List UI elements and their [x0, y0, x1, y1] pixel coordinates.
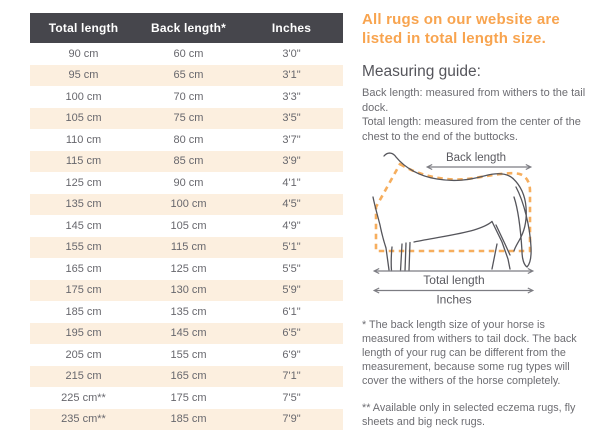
header-inches: Inches: [240, 13, 343, 43]
table-cell: 205 cm: [65, 348, 102, 361]
table-cell: 3'0": [282, 47, 301, 60]
table-cell: 3'9": [282, 155, 301, 168]
table-row: 115 cm 85 cm 3'9": [30, 150, 343, 172]
size-table: Total length Back length* Inches 90 cm 60…: [30, 13, 343, 430]
table-cell: 4'9": [282, 219, 301, 232]
table-cell: 165 cm: [65, 262, 102, 275]
table-cell: 100 cm: [170, 198, 207, 211]
table-row: 195 cm 145 cm 6'5": [30, 322, 343, 344]
measure-arrows: [372, 163, 535, 294]
table-row: 225 cm** 175 cm 7'5": [30, 387, 343, 409]
table-cell: 95 cm: [68, 69, 99, 82]
table-cell: 135 cm: [170, 305, 207, 318]
table-cell: 130 cm: [170, 284, 207, 297]
table-cell: 185 cm: [65, 305, 102, 318]
table-cell: 155 cm: [170, 348, 207, 361]
table-cell: 6'1": [282, 305, 301, 318]
horse-outline: [372, 152, 532, 272]
table-cell: 7'5": [282, 391, 301, 404]
table-row: 185 cm 135 cm 6'1": [30, 301, 343, 323]
horse-measuring-diagram: Back length Total length Inches: [362, 147, 594, 312]
table-cell: 5'5": [282, 262, 301, 275]
table-cell: 115 cm: [170, 241, 207, 254]
table-cell: 6'5": [282, 327, 301, 340]
table-row: 90 cm 60 cm 3'0": [30, 43, 343, 65]
table-row: 145 cm 105 cm 4'9": [30, 215, 343, 237]
table-cell: 145 cm: [170, 327, 207, 340]
measuring-guide-column: All rugs on our website are listed in to…: [362, 10, 594, 429]
table-row: 100 cm 70 cm 3'3": [30, 86, 343, 108]
table-cell: 5'1": [282, 241, 301, 254]
table-cell: 85 cm: [173, 155, 204, 168]
table-cell: 3'5": [282, 112, 301, 125]
table-row: 125 cm 90 cm 4'1": [30, 172, 343, 194]
table-cell: 115 cm: [65, 155, 102, 168]
table-cell: 3'3": [282, 90, 301, 103]
footnote-availability: ** Available only in selected eczema rug…: [362, 402, 576, 428]
table-cell: 4'5": [282, 198, 301, 211]
guide-line-total-length: Total length: measured from the center o…: [362, 116, 581, 143]
table-cell: 3'1": [282, 69, 301, 82]
table-cell: 195 cm: [65, 327, 102, 340]
table-cell: 90 cm: [68, 47, 99, 60]
table-cell: 7'1": [282, 370, 301, 383]
rug-outline-dashed: [374, 162, 532, 253]
table-row: 105 cm 75 cm 3'5": [30, 107, 343, 129]
table-cell: 175 cm: [170, 391, 207, 404]
table-cell: 6'9": [282, 348, 301, 361]
size-table-body: 90 cm 60 cm 3'0" 95 cm 65 cm 3'1" 100 cm 70 cm 3…: [30, 43, 343, 430]
table-cell: 185 cm: [170, 413, 207, 426]
total-length-label: Total length: [423, 273, 484, 287]
header-back-length: Back length*: [137, 13, 240, 43]
table-cell: 60 cm: [173, 47, 204, 60]
table-cell: 3'7": [282, 133, 301, 146]
table-cell: 90 cm: [173, 176, 204, 189]
table-cell: 7'9": [282, 413, 301, 426]
table-cell: 105 cm: [65, 112, 102, 125]
table-row: 95 cm 65 cm 3'1": [30, 64, 343, 86]
table-cell: 70 cm: [173, 90, 204, 103]
table-cell: 235 cm**: [61, 413, 106, 426]
table-row: 165 cm 125 cm 5'5": [30, 258, 343, 280]
inches-label: Inches: [436, 293, 471, 307]
header-total-length: Total length: [30, 13, 137, 43]
horse-diagram-svg: Back length Total length Inches: [372, 152, 535, 307]
table-row: 155 cm 115 cm 5'1": [30, 236, 343, 258]
table-cell: 215 cm: [65, 370, 102, 383]
guide-line-back-length: Back length: measured from withers to th…: [362, 87, 586, 114]
back-length-label: Back length: [446, 152, 506, 164]
guide-title: Measuring guide:: [362, 63, 481, 80]
headline: All rugs on our website are listed in to…: [362, 11, 560, 47]
table-cell: 105 cm: [170, 219, 207, 232]
table-row: 215 cm 165 cm 7'1": [30, 365, 343, 387]
table-cell: 125 cm: [170, 262, 207, 275]
table-row: 135 cm 100 cm 4'5": [30, 193, 343, 215]
table-cell: 165 cm: [170, 370, 207, 383]
table-cell: 110 cm: [65, 133, 102, 146]
table-row: 175 cm 130 cm 5'9": [30, 279, 343, 301]
footnote-back-length: * The back length size of your horse is …: [362, 319, 577, 387]
table-row: 235 cm** 185 cm 7'9": [30, 408, 343, 430]
table-cell: 175 cm: [65, 284, 102, 297]
table-cell: 75 cm: [173, 112, 204, 125]
table-row: 205 cm 155 cm 6'9": [30, 344, 343, 366]
table-cell: 125 cm: [65, 176, 102, 189]
table-cell: 5'9": [282, 284, 301, 297]
table-cell: 65 cm: [173, 69, 204, 82]
size-table-header: Total length Back length* Inches: [30, 13, 343, 43]
table-cell: 100 cm: [65, 90, 102, 103]
table-cell: 4'1": [282, 176, 301, 189]
table-cell: 145 cm: [65, 219, 102, 232]
header-row: Total length Back length* Inches: [30, 13, 343, 43]
table-cell: 135 cm: [65, 198, 102, 211]
table-cell: 225 cm**: [61, 391, 106, 404]
table-cell: 80 cm: [173, 133, 204, 146]
table-row: 110 cm 80 cm 3'7": [30, 129, 343, 151]
table-cell: 155 cm: [65, 241, 102, 254]
